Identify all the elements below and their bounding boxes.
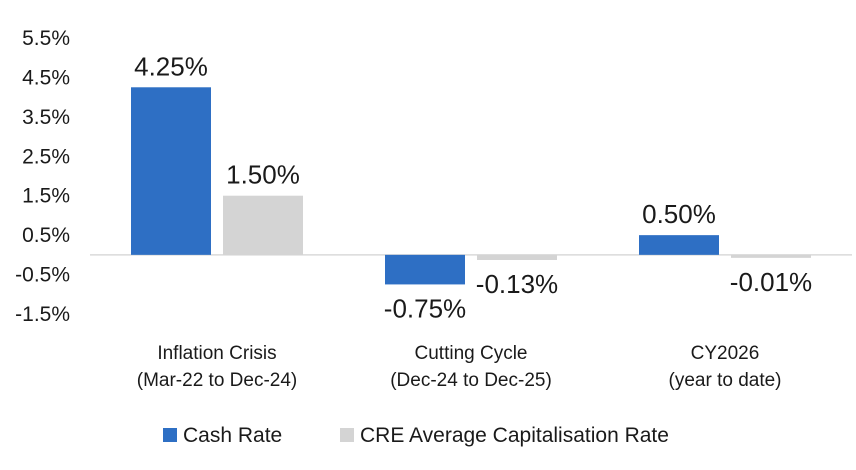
data-label: -0.01% <box>730 267 812 297</box>
category-label: CY2026 <box>691 343 760 364</box>
y-tick-label: 2.5% <box>22 145 70 168</box>
data-label: 0.50% <box>642 199 716 229</box>
legend-swatch <box>163 428 177 442</box>
data-label: 4.25% <box>134 51 208 81</box>
y-tick-label: -0.5% <box>15 264 70 287</box>
y-tick-label: 3.5% <box>22 106 70 129</box>
bar-cre-cap-rate <box>477 254 557 260</box>
category-label: Cutting Cycle <box>415 343 528 364</box>
category-label: (Mar-22 to Dec-24) <box>137 370 298 391</box>
bar-cash-rate <box>131 87 211 255</box>
y-tick-label: 1.5% <box>22 185 70 208</box>
bar-cash-rate <box>639 235 719 255</box>
y-tick-label: 0.5% <box>22 224 70 247</box>
bar-cash-rate <box>385 254 465 285</box>
y-tick-label: 4.5% <box>22 66 70 89</box>
y-tick-label: 5.5% <box>22 27 70 50</box>
category-label: Inflation Crisis <box>157 343 276 364</box>
category-label: (Dec-24 to Dec-25) <box>390 370 552 391</box>
category-label: (year to date) <box>669 370 782 391</box>
legend-label: Cash Rate <box>183 424 282 447</box>
legend-swatch <box>340 428 354 442</box>
bar-cre-cap-rate <box>731 254 811 258</box>
category-labels-group: Inflation Crisis (Mar-22 to Dec-24) Cuttin… <box>137 343 782 391</box>
y-axis: 5.5% 4.5% 3.5% 2.5% 1.5% 0.5% -0.5% -1.5% <box>15 27 70 326</box>
legend-label: CRE Average Capitalisation Rate <box>360 424 669 447</box>
legend: Cash Rate CRE Average Capitalisation Rate <box>163 424 669 447</box>
data-labels-group: 4.25% 1.50% -0.75% -0.13% 0.50% -0.01% <box>134 51 812 323</box>
data-label: -0.13% <box>476 269 558 299</box>
y-tick-label: -1.5% <box>15 303 70 326</box>
data-label: -0.75% <box>384 293 466 323</box>
data-label: 1.50% <box>226 160 300 190</box>
bar-cre-cap-rate <box>223 195 303 255</box>
bars-group <box>131 87 811 285</box>
